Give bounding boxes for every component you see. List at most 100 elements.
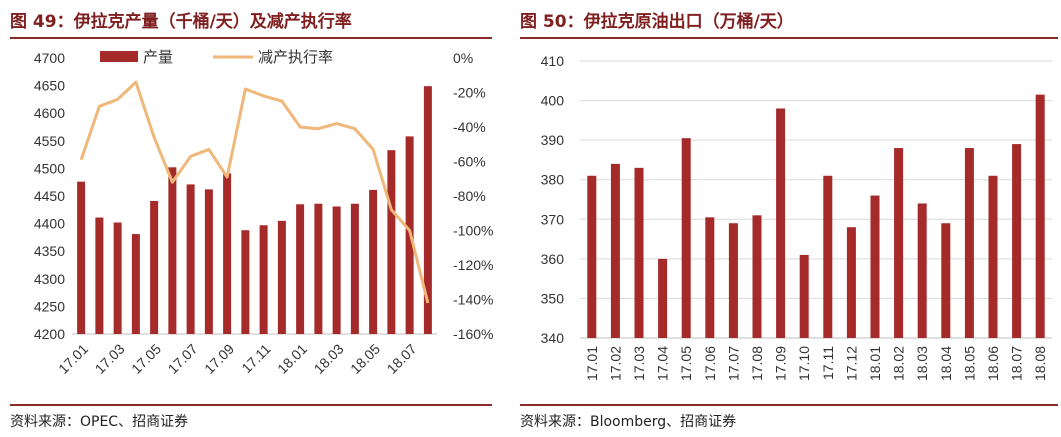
- right-y-tick-label: -120%: [453, 257, 493, 273]
- right-y-tick-label: -20%: [453, 85, 486, 101]
- right-y-tick-label: -160%: [453, 326, 493, 342]
- production-bar: [186, 184, 195, 334]
- production-chart: 4200 4250 4300 4350 4400 4450 4500 4550 4600 4650…: [34, 49, 494, 377]
- production-bar: [296, 204, 305, 334]
- production-bar: [369, 189, 378, 334]
- x-tick-label: 18.06: [985, 346, 1001, 381]
- x-tick-label: 17.01: [55, 341, 91, 377]
- right-y-tick-label: -40%: [453, 119, 486, 135]
- x-tick-label: 17.02: [607, 346, 623, 381]
- production-bar: [77, 181, 86, 334]
- left-y-tick-label: 4350: [34, 243, 65, 259]
- export-bar: [705, 217, 715, 338]
- left-y-tick-label: 4500: [34, 160, 65, 176]
- x-tick-label: 17.11: [238, 341, 274, 377]
- x-tick-label: 18.01: [274, 341, 310, 377]
- y-tick-label: 340: [541, 330, 565, 346]
- y-tick-label: 370: [541, 211, 565, 227]
- legend-label-rate: 减产执行率: [258, 49, 333, 66]
- legend: 产量 减产执行率: [100, 49, 333, 66]
- source-note: 资料来源：OPEC、招商证券: [10, 414, 189, 430]
- compliance-rate-line: [79, 80, 430, 304]
- legend-label-production: 产量: [143, 49, 173, 66]
- export-bar: [870, 195, 880, 338]
- x-tick-label: 17.09: [773, 346, 789, 381]
- export-bar: [610, 163, 620, 338]
- export-bar: [941, 223, 951, 338]
- x-tick-label: 17.01: [584, 346, 600, 381]
- production-bar: [259, 225, 268, 334]
- production-bar: [150, 200, 159, 334]
- y-tick-label: 400: [541, 93, 565, 109]
- x-tick-label: 18.07: [1009, 346, 1025, 381]
- x-tick-label: 18.08: [1032, 346, 1048, 381]
- export-bar: [988, 175, 998, 338]
- right-y-tick-label: -100%: [453, 223, 493, 239]
- chart-title: 图 49：伊拉克产量（千桶/天）及减产执行率: [10, 12, 352, 32]
- production-bar: [168, 167, 177, 334]
- production-bar: [314, 203, 323, 334]
- production-bar: [204, 189, 213, 334]
- export-bar: [1035, 94, 1045, 338]
- export-bar: [658, 258, 668, 338]
- production-bar: [241, 230, 250, 334]
- export-bar: [917, 203, 927, 338]
- left-y-tick-label: 4300: [34, 271, 65, 287]
- x-tick-label: 17.12: [843, 346, 859, 381]
- x-tick-label: 18.05: [961, 346, 977, 381]
- x-tick-label: 17.11: [820, 346, 836, 380]
- right-y-tick-label: -60%: [453, 154, 486, 170]
- production-bar: [113, 222, 122, 334]
- production-bar: [95, 217, 104, 334]
- right-y-tick-label: -140%: [453, 292, 493, 308]
- x-tick-label: 18.03: [914, 346, 930, 381]
- x-tick-label: 17.04: [655, 346, 671, 381]
- export-bar: [728, 223, 738, 338]
- left-y-tick-label: 4200: [34, 326, 65, 342]
- x-tick-label: 18.07: [384, 341, 420, 377]
- x-tick-label: 17.05: [128, 341, 164, 377]
- y-tick-label: 380: [541, 172, 565, 188]
- chart-title: 图 50：伊拉克原油出口（万桶/天）: [520, 12, 794, 32]
- x-tick-label: 18.02: [891, 346, 907, 381]
- source-note: 资料来源：Bloomberg、招商证券: [520, 414, 737, 430]
- left-y-tick-label: 4250: [34, 298, 65, 314]
- export-bar: [964, 148, 974, 338]
- left-y-tick-label: 4700: [34, 50, 65, 66]
- production-bar: [277, 220, 286, 334]
- export-bar: [776, 108, 786, 338]
- left-y-tick-label: 4550: [34, 133, 65, 149]
- x-tick-label: 17.10: [796, 346, 812, 381]
- x-tick-label: 17.05: [678, 346, 694, 381]
- export-bar: [634, 167, 644, 338]
- export-bar: [823, 175, 833, 338]
- right-chart-panel: 图 50：伊拉克原油出口（万桶/天） 340 350 360 370 380 390 400…: [510, 0, 1061, 437]
- x-tick-label: 17.08: [749, 346, 765, 381]
- legend-swatch-production: [100, 51, 138, 62]
- right-y-tick-label: 0%: [453, 50, 473, 66]
- left-chart-panel: 图 49：伊拉克产量（千桶/天）及减产执行率 4200 4250 4300 4350 4…: [0, 0, 500, 437]
- x-tick-label: 17.06: [702, 346, 718, 381]
- export-bar: [894, 148, 904, 338]
- left-y-tick-label: 4400: [34, 216, 65, 232]
- production-bar: [350, 203, 359, 334]
- left-y-tick-label: 4600: [34, 105, 65, 121]
- y-tick-label: 350: [541, 290, 565, 306]
- export-bar: [681, 138, 691, 338]
- production-bar: [131, 234, 140, 334]
- export-bar: [846, 227, 856, 338]
- production-bar: [387, 150, 396, 334]
- export-chart: 340 350 360 370 380 390 400 410 17.01 17.02 17.03 1…: [541, 53, 1052, 381]
- title-rule: [520, 37, 1058, 39]
- x-tick-label: 17.03: [631, 346, 647, 381]
- x-tick-label: 18.03: [311, 341, 347, 377]
- x-tick-label: 17.07: [165, 341, 201, 377]
- left-y-tick-label: 4450: [34, 188, 65, 204]
- production-bar: [223, 173, 232, 334]
- x-tick-label: 17.09: [201, 341, 237, 377]
- x-tick-label: 18.01: [867, 346, 883, 381]
- export-bar: [587, 175, 597, 338]
- production-bar: [332, 206, 341, 334]
- export-bar: [799, 254, 809, 338]
- production-bar: [423, 86, 432, 334]
